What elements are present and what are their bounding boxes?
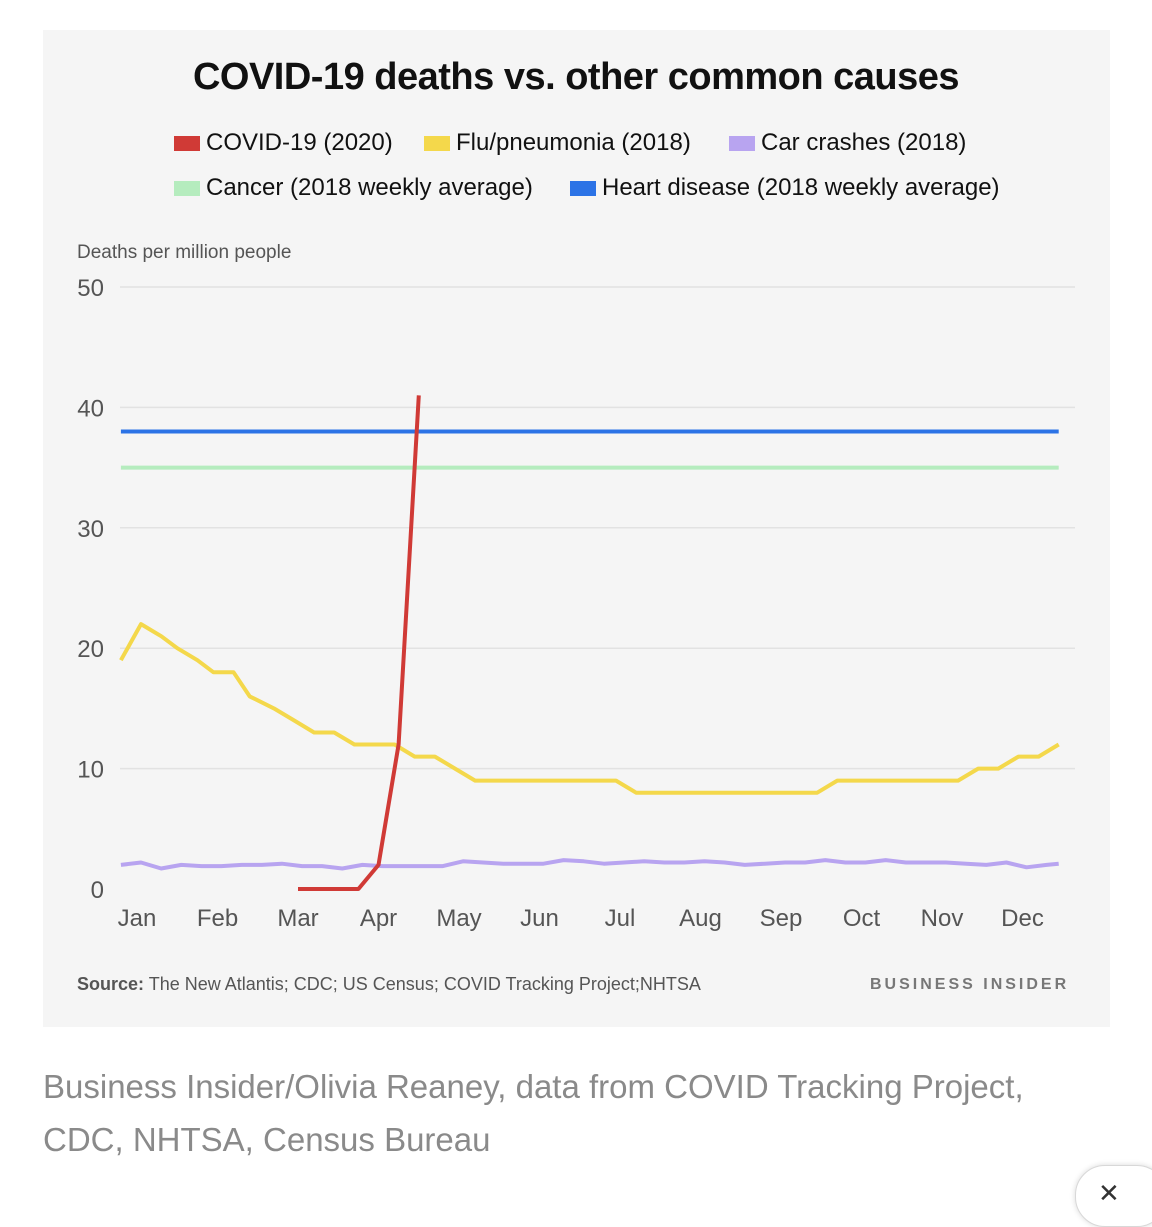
legend-label-covid: COVID-19 (2020) bbox=[206, 129, 393, 156]
x-tick-label: Jul bbox=[605, 905, 636, 932]
series-line-covid-19-2020 bbox=[298, 395, 421, 891]
close-icon: ✕ bbox=[1098, 1178, 1120, 1208]
legend-swatch-flu bbox=[424, 135, 450, 151]
x-tick-label: Mar bbox=[277, 905, 318, 932]
x-tick-label: Aug bbox=[679, 905, 722, 932]
y-tick-label: 10 bbox=[77, 757, 104, 784]
y-tick-label: 50 bbox=[77, 275, 104, 302]
legend-label-cancer: Cancer (2018 weekly average) bbox=[206, 174, 533, 201]
y-tick-label: 0 bbox=[91, 877, 104, 904]
x-tick-label: Jun bbox=[520, 905, 559, 932]
x-tick-label: Oct bbox=[843, 905, 881, 932]
x-tick-label: Jan bbox=[118, 905, 157, 932]
series-line-flu-pneumonia-2018 bbox=[119, 622, 1060, 795]
legend-item-heart-disease: Heart disease (2018 weekly average) bbox=[570, 173, 1000, 203]
legend-item-cancer: Cancer (2018 weekly average) bbox=[174, 173, 533, 203]
series-lines bbox=[119, 395, 1060, 891]
legend-item-covid: COVID-19 (2020) bbox=[174, 128, 393, 158]
source-text: The New Atlantis; CDC; US Census; COVID … bbox=[148, 974, 701, 994]
x-tick-label: Feb bbox=[197, 905, 238, 932]
y-tick-label: 20 bbox=[77, 636, 104, 663]
line-chart: Deaths per million people 0 10 20 30 40 50 Ja… bbox=[77, 242, 1075, 932]
legend-item-flu: Flu/pneumonia (2018) bbox=[424, 128, 691, 158]
x-tick-label: May bbox=[436, 905, 481, 932]
y-axis-ticks: 0 10 20 30 40 50 bbox=[77, 275, 104, 904]
brand-logo: BUSINESS INSIDER bbox=[870, 976, 1070, 993]
legend-swatch-heart-disease bbox=[570, 180, 596, 196]
legend-item-car-crashes: Car crashes (2018) bbox=[729, 128, 966, 158]
x-tick-label: Apr bbox=[360, 905, 397, 932]
chart-title: COVID-19 deaths vs. other common causes bbox=[192, 56, 960, 98]
legend-swatch-covid bbox=[174, 135, 200, 151]
y-tick-label: 40 bbox=[77, 395, 104, 422]
y-tick-label: 30 bbox=[77, 516, 104, 543]
source-note: Source: The New Atlantis; CDC; US Census… bbox=[77, 974, 701, 995]
legend-swatch-cancer bbox=[174, 180, 200, 196]
x-axis-ticks: Jan Feb Mar Apr May Jun Jul Aug Sep Oct Nov Dec bbox=[118, 905, 1044, 932]
legend-label-heart-disease: Heart disease (2018 weekly average) bbox=[602, 174, 1000, 201]
gridlines bbox=[120, 286, 1075, 770]
y-axis-label: Deaths per million people bbox=[77, 242, 291, 263]
source-label: Source: bbox=[77, 974, 145, 994]
image-caption: Business Insider/Olivia Reaney, data fro… bbox=[43, 1068, 1024, 1158]
x-tick-label: Dec bbox=[1001, 905, 1044, 932]
legend-label-flu: Flu/pneumonia (2018) bbox=[456, 129, 691, 156]
x-tick-label: Nov bbox=[921, 905, 964, 932]
x-tick-label: Sep bbox=[760, 905, 803, 932]
legend-swatch-car-crashes bbox=[729, 135, 755, 151]
legend-label-car-crashes: Car crashes (2018) bbox=[761, 129, 967, 156]
series-line-car-crashes-2018 bbox=[120, 858, 1059, 871]
close-button[interactable]: ✕ bbox=[1075, 1165, 1152, 1227]
